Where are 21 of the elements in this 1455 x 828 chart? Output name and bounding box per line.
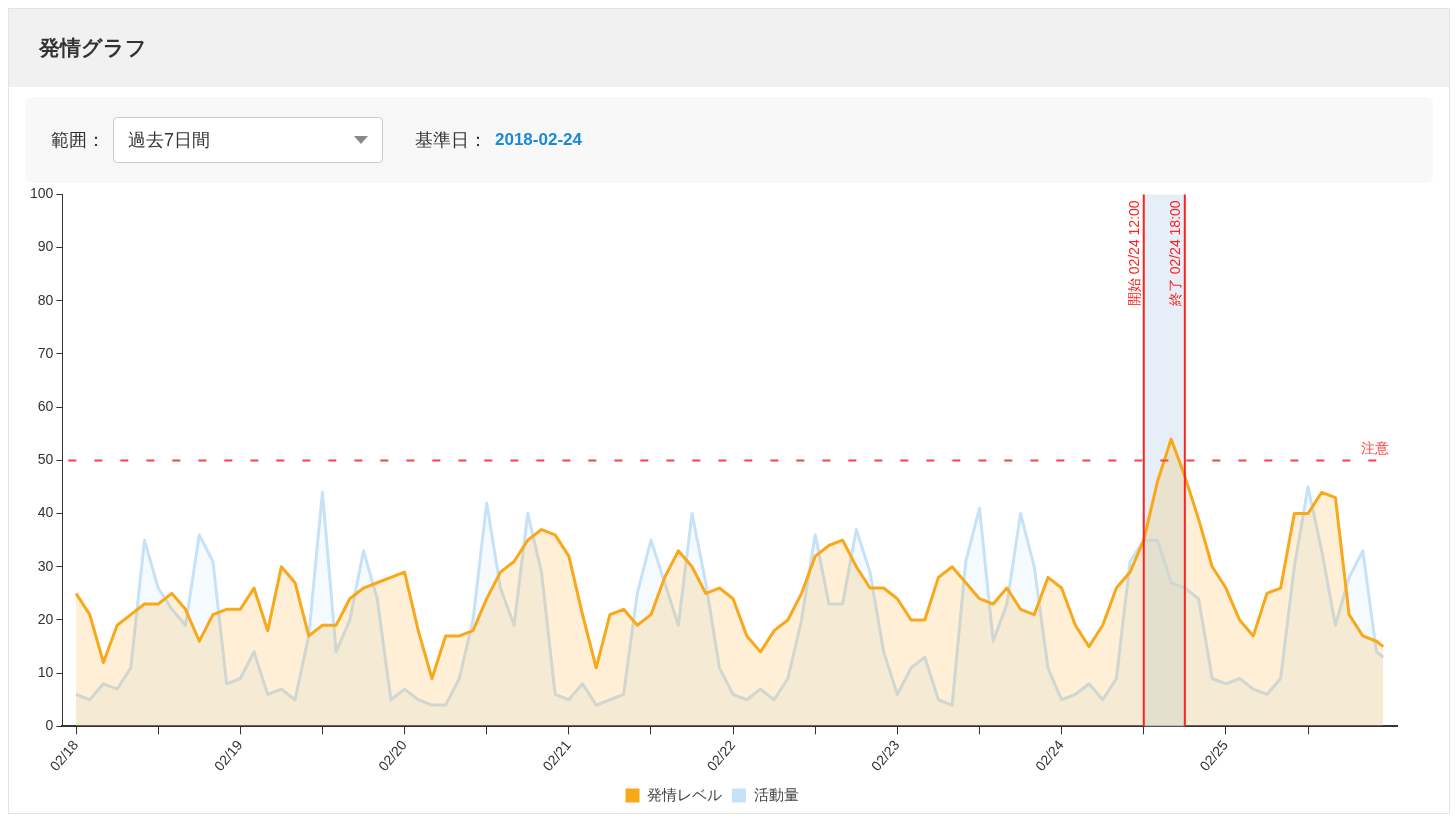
y-tick-label: 80	[37, 291, 54, 308]
text: 範囲：	[51, 129, 105, 152]
y-tick-label: 70	[37, 344, 54, 361]
y-tick-label: 0	[45, 717, 54, 734]
y-tick-label: 100	[30, 185, 54, 202]
text: 2018-02-24	[495, 130, 582, 150]
y-tick-label: 20	[37, 610, 54, 627]
y-tick-label: 60	[37, 398, 54, 415]
y-tick-label: 10	[37, 664, 54, 681]
y-tick-label: 50	[37, 451, 54, 468]
text: 過去7日間	[128, 129, 211, 152]
ref-line-label: 注意	[1361, 440, 1389, 457]
y-tick-label: 30	[37, 557, 54, 574]
legend-label: 発情レベル	[647, 785, 722, 803]
ref-line-label: 終了 02/24 18:00	[1166, 200, 1183, 308]
y-tick-label: 40	[37, 504, 54, 521]
text: 基準日：	[415, 129, 487, 152]
ref-line-label: 開始 02/24 12:00	[1125, 200, 1142, 307]
y-tick-label: 90	[37, 238, 54, 255]
legend-label: 活動量	[753, 785, 799, 803]
chart-title: 発情グラフ	[39, 35, 147, 61]
